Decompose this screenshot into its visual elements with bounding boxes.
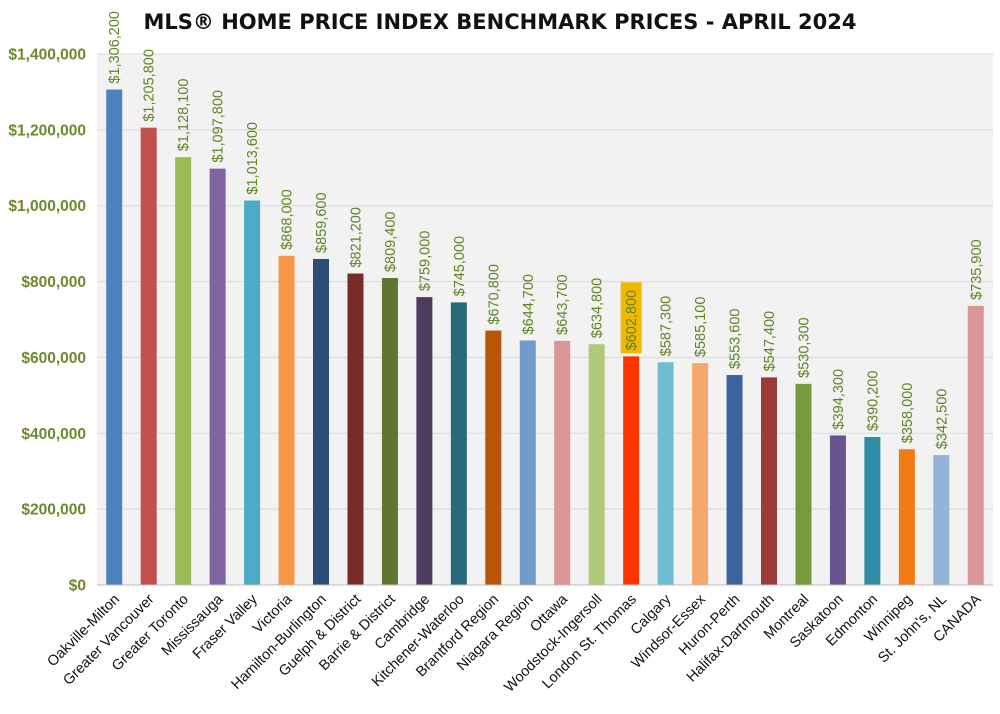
data-label: $809,400 — [383, 212, 399, 272]
bar — [347, 273, 364, 585]
data-label: $553,600 — [728, 309, 744, 369]
bar — [933, 455, 950, 585]
data-label: $644,700 — [521, 274, 537, 334]
y-tick-label: $800,000 — [21, 274, 86, 291]
bar — [692, 363, 709, 585]
bar — [554, 340, 571, 585]
data-labels: $1,306,200 $1,205,800 $1,128,100 $1,097,800… — [107, 11, 985, 449]
data-label: $342,500 — [934, 389, 950, 449]
data-label: $530,300 — [796, 317, 812, 377]
data-label: $1,128,100 — [176, 79, 192, 152]
y-tick-label: $1,000,000 — [8, 198, 86, 215]
data-label: $390,200 — [865, 371, 881, 431]
bar — [450, 302, 467, 585]
data-label: $358,000 — [900, 383, 916, 443]
data-label: $735,900 — [969, 239, 985, 299]
bar — [140, 127, 157, 585]
bar — [864, 437, 881, 585]
y-axis: $0 $200,000 $400,000 $600,000 $800,000 $1,000… — [8, 47, 993, 595]
data-label: $745,000 — [452, 236, 468, 296]
bar — [381, 278, 398, 585]
data-label: $868,000 — [280, 189, 296, 249]
bar — [313, 258, 329, 585]
plot-background — [97, 54, 993, 585]
data-label: $1,306,200 — [107, 11, 123, 84]
y-tick-label: $1,400,000 — [8, 47, 86, 64]
bar — [244, 200, 261, 585]
data-label: $634,800 — [590, 278, 606, 338]
data-label: $1,097,800 — [211, 90, 227, 163]
data-label: $821,200 — [348, 207, 364, 267]
y-tick-label: $600,000 — [21, 350, 86, 367]
bar — [726, 375, 743, 585]
bar — [519, 340, 536, 585]
bar — [657, 362, 674, 585]
data-label-highlight — [620, 282, 642, 354]
bar — [795, 383, 812, 585]
data-label: $1,205,800 — [142, 49, 158, 122]
y-tick-label: $400,000 — [21, 426, 86, 443]
bar — [485, 330, 502, 585]
bar — [278, 255, 295, 585]
data-label: $1,013,600 — [245, 122, 261, 195]
data-label: $670,800 — [486, 264, 502, 324]
bar — [588, 344, 605, 585]
chart-title: MLS® HOME PRICE INDEX BENCHMARK PRICES -… — [144, 10, 857, 34]
data-label: $859,600 — [314, 192, 330, 252]
data-label: $587,300 — [659, 296, 675, 356]
data-label: $643,700 — [555, 274, 571, 334]
y-tick-label: $1,200,000 — [8, 122, 86, 139]
data-label: $585,100 — [693, 297, 709, 357]
y-tick-label: $200,000 — [21, 502, 86, 519]
bars — [106, 89, 984, 586]
bar — [898, 449, 915, 585]
bar — [209, 168, 226, 585]
bar — [967, 305, 984, 585]
bar — [416, 297, 433, 585]
bar — [829, 435, 846, 585]
bar — [623, 356, 640, 585]
y-tick-label: $0 — [69, 578, 86, 595]
data-label: $759,000 — [417, 231, 433, 291]
bar — [175, 157, 192, 585]
data-label: $602,800 — [624, 290, 640, 350]
bar — [761, 377, 777, 585]
bar — [106, 89, 123, 586]
data-label: $547,400 — [762, 311, 778, 371]
data-label: $394,300 — [831, 369, 847, 429]
